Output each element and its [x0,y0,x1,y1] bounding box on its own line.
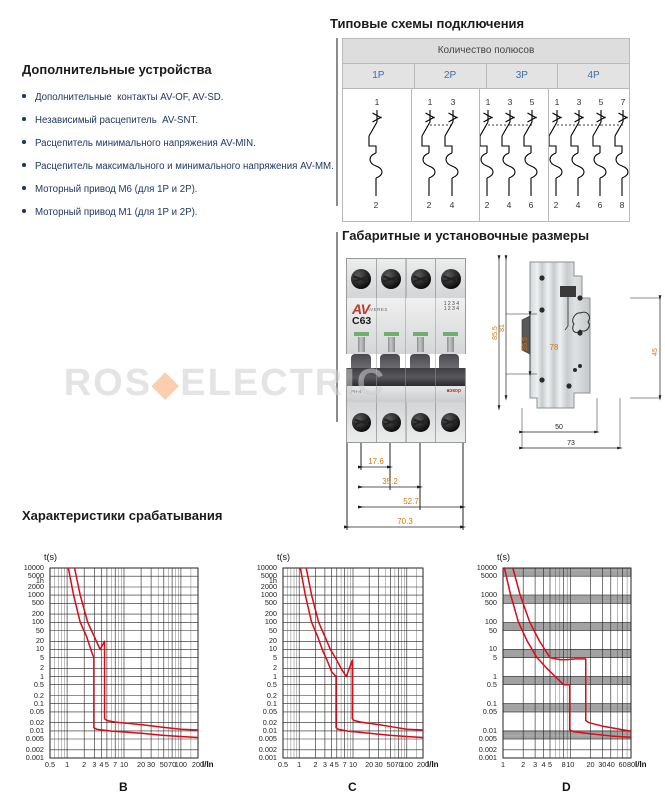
svg-text:78: 78 [550,343,559,352]
svg-text:2: 2 [373,200,378,210]
svg-text:7: 7 [621,97,626,107]
svg-text:3: 3 [450,97,455,107]
svg-text:85.5: 85.5 [492,326,499,340]
svg-text:2: 2 [426,200,431,210]
svg-text:70.3: 70.3 [397,517,413,526]
svg-text:6: 6 [598,200,603,210]
svg-text:8: 8 [620,200,625,210]
svg-text:3: 3 [577,97,582,107]
svg-text:35.2: 35.2 [382,477,398,486]
svg-text:5: 5 [599,97,604,107]
svg-text:4: 4 [507,200,512,210]
svg-text:50: 50 [555,424,563,431]
svg-text:3: 3 [508,97,513,107]
svg-text:4: 4 [576,200,581,210]
svg-text:6: 6 [529,200,534,210]
svg-text:35.5: 35.5 [522,337,529,351]
svg-text:5: 5 [530,97,535,107]
svg-text:73: 73 [567,440,575,447]
svg-text:45: 45 [652,348,659,356]
svg-text:81: 81 [499,324,506,332]
svg-text:4: 4 [449,200,454,210]
svg-text:1: 1 [374,97,379,107]
svg-text:2: 2 [485,200,490,210]
svg-text:17.6: 17.6 [368,457,384,466]
svg-text:1: 1 [555,97,560,107]
svg-text:52.7: 52.7 [403,497,419,506]
svg-text:1: 1 [486,97,491,107]
svg-text:1: 1 [427,97,432,107]
svg-text:2: 2 [554,200,559,210]
